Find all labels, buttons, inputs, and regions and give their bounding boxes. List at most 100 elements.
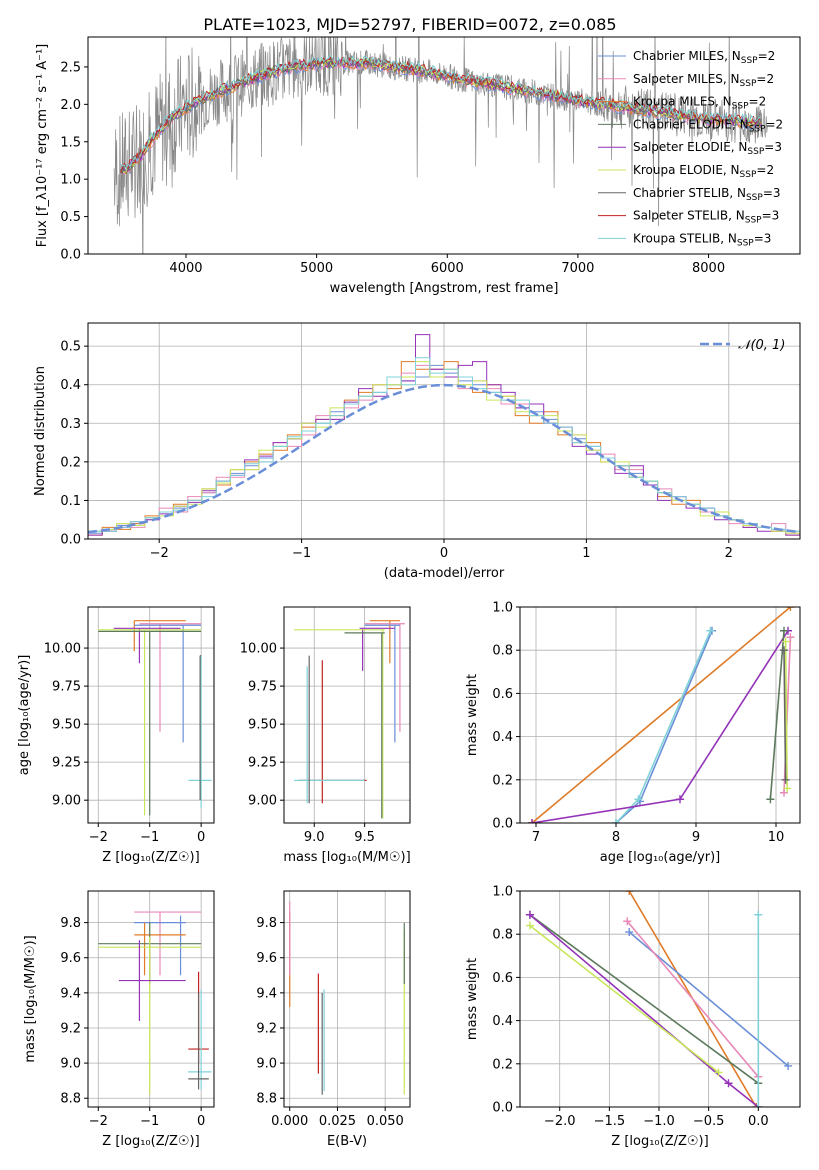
plot-area (525, 891, 793, 1107)
y-axis-label: mass weight (465, 958, 480, 1040)
y-tick-label: 0.5 (60, 340, 81, 355)
x-tick-label: 7 (532, 830, 540, 845)
data-point (780, 626, 788, 635)
data-point (714, 1068, 723, 1077)
y-tick-label: 0.2 (492, 773, 513, 788)
x-tick-label: −1.0 (643, 1114, 675, 1129)
legend-label: Kroupa ELODIE, NSSP=2 (633, 163, 774, 180)
axes-frame (519, 606, 801, 824)
legend-label: Kroupa STELIB, NSSP=3 (633, 231, 771, 248)
data-point (781, 637, 790, 646)
y-tick-label: 9.2 (60, 1021, 81, 1036)
y-tick-label: 0.6 (492, 971, 513, 986)
data-point (784, 1061, 793, 1070)
data-point (781, 775, 790, 784)
data-point (724, 1079, 733, 1088)
data-point (786, 633, 795, 642)
x-tick-label: 0.000 (271, 1114, 308, 1129)
model-line (120, 57, 762, 173)
y-tick-label: 0.1 (60, 494, 81, 509)
y-tick-label: 9.75 (52, 680, 81, 695)
y-tick-label: 9.6 (256, 951, 277, 966)
y-tick-label: 9.75 (248, 680, 277, 695)
y-tick-label: 9.4 (60, 986, 81, 1001)
x-tick-label: 7000 (561, 261, 594, 276)
y-tick-label: 9.6 (60, 951, 81, 966)
y-tick-label: 2.0 (60, 98, 81, 113)
data-point (525, 921, 534, 930)
y-tick-label: 2.5 (60, 60, 81, 75)
plot-area (113, 37, 768, 254)
plot-area (88, 334, 800, 539)
x-tick-label: −2 (89, 830, 108, 845)
x-tick-label: 4000 (169, 261, 202, 276)
data-point (780, 646, 788, 655)
chart-weight_vs_Z: −2.0 −1.5 −1.0 −0.5 0.0 0.0 0.2 0.4 0.6 0.8 1.0 Z [… (465, 885, 801, 1149)
model-line (120, 59, 761, 174)
chart-mass_vs_EBV: 0.000 0.025 0.050 8.8 9.0 9.2 9.4 9.6 9.8 E(B-V) (256, 890, 411, 1149)
data-point (780, 788, 788, 797)
plot-area (289, 901, 405, 1095)
y-tick-label: 1.0 (492, 885, 513, 900)
x-axis-label: E(B-V) (327, 1134, 367, 1149)
y-tick-label: 9.00 (52, 794, 81, 809)
x-axis-label: (data-model)/error (384, 566, 505, 581)
chart-age_vs_mass: 9.0 9.5 9.00 9.25 9.50 9.75 10.00 mass [log₁₀(M… (240, 606, 411, 865)
figure-title: PLATE=1023, MJD=52797, FIBERID=0072, z=0… (203, 15, 616, 34)
y-tick-label: 8.8 (60, 1092, 81, 1107)
plot-area (528, 607, 795, 823)
x-tick-label: 1 (582, 546, 590, 561)
x-tick-label: 8 (612, 830, 620, 845)
x-tick-label: 9.5 (354, 830, 375, 845)
y-tick-label: 0.5 (60, 210, 81, 225)
axes-frame (283, 890, 411, 1108)
y-tick-label: 9.00 (248, 794, 277, 809)
y-tick-label: 9.0 (60, 1057, 81, 1072)
legend-label: Chabrier ELODIE, NSSP=2 (633, 117, 783, 134)
y-tick-label: 0.4 (60, 378, 81, 393)
y-tick-label: 9.0 (256, 1057, 277, 1072)
legend-label: Salpeter STELIB, NSSP=3 (633, 209, 779, 226)
gaussian-curve (88, 383, 800, 534)
y-axis-label: age [log₁₀(age/yr)] (17, 655, 32, 776)
data-point (625, 891, 634, 895)
legend-label: Salpeter MILES, NSSP=2 (633, 72, 774, 89)
x-tick-label: 0.0 (748, 1114, 769, 1129)
data-point (634, 795, 643, 804)
y-tick-label: 9.50 (52, 718, 81, 733)
y-tick-label: 0.8 (492, 928, 513, 943)
plot-area (98, 911, 212, 1095)
y-tick-label: 9.25 (52, 756, 81, 771)
axes-frame (87, 36, 801, 255)
x-tick-label: −0.5 (693, 1114, 725, 1129)
y-tick-label: 0.8 (492, 644, 513, 659)
data-point (625, 928, 634, 937)
x-axis-label: mass [log₁₀(M/M☉)] (283, 850, 410, 865)
axes-frame (87, 606, 215, 824)
y-tick-label: 8.8 (256, 1092, 277, 1107)
x-tick-label: 0.050 (367, 1114, 404, 1129)
y-tick-label: 0.4 (492, 1014, 513, 1029)
y-tick-label: 10.00 (240, 642, 277, 657)
x-tick-label: −2 (150, 546, 169, 561)
x-tick-label: −1.5 (594, 1114, 626, 1129)
x-tick-label: 9.0 (304, 830, 325, 845)
axes-frame (283, 606, 411, 824)
x-tick-label: 10 (768, 830, 785, 845)
y-tick-label: 0.0 (492, 817, 513, 832)
y-tick-label: 0.4 (492, 730, 513, 745)
data-point (754, 1103, 763, 1107)
plot-area (98, 620, 212, 816)
weight-line (769, 630, 785, 800)
x-tick-label: 9 (692, 830, 700, 845)
data-point (612, 819, 620, 823)
x-tick-label: 2 (725, 546, 733, 561)
y-axis-label: Normed distribution (33, 366, 48, 496)
data-point (783, 784, 792, 793)
plot-area (294, 620, 405, 819)
x-tick-label: −1 (140, 830, 159, 845)
x-axis-label: age [log₁₀(age/yr)] (600, 850, 721, 865)
y-tick-label: 9.25 (248, 756, 277, 771)
y-tick-label: 0.0 (60, 533, 81, 548)
x-tick-label: 8000 (692, 261, 725, 276)
